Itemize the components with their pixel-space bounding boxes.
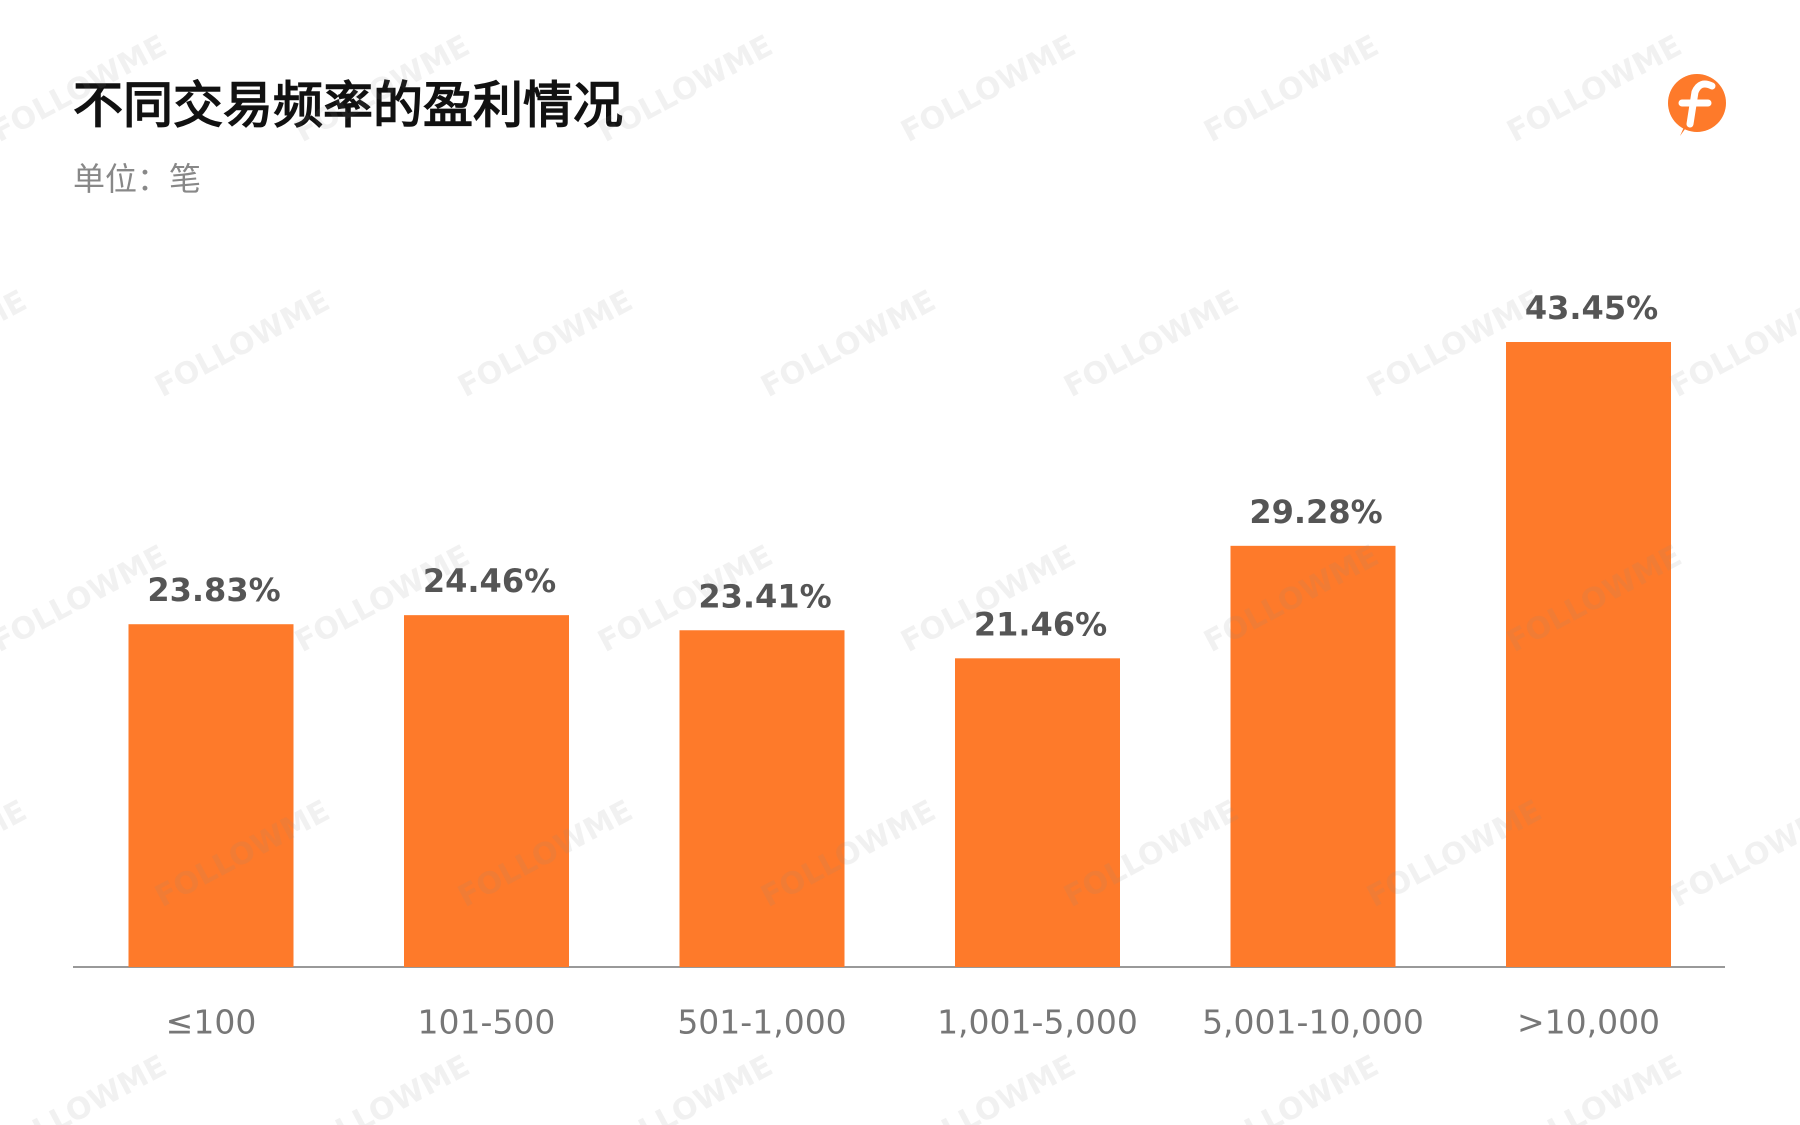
- watermark: FOLLOWME: [1199, 1049, 1385, 1125]
- bar: [955, 658, 1120, 967]
- watermark: FOLLOWME: [0, 794, 33, 915]
- watermark: FOLLOWME: [593, 1049, 779, 1125]
- watermark: FOLLOWME: [896, 29, 1082, 150]
- logo: [1668, 74, 1726, 136]
- value-label: 23.41%: [698, 577, 831, 615]
- value-label: 29.28%: [1249, 493, 1382, 531]
- watermark: FOLLOWME: [756, 284, 942, 405]
- watermark: FOLLOWME: [0, 1049, 173, 1125]
- watermark: FOLLOWME: [1199, 29, 1385, 150]
- x-tick-label: >10,000: [1517, 1003, 1660, 1042]
- chart-subtitle: 单位：笔: [73, 160, 201, 198]
- bar: [128, 624, 294, 967]
- watermark: FOLLOWME: [150, 284, 336, 405]
- watermark: FOLLOWME: [1665, 794, 1800, 915]
- x-tick-label: ≤100: [166, 1003, 257, 1042]
- chart-title: 不同交易频率的盈利情况: [73, 77, 623, 135]
- bar: [1230, 545, 1396, 967]
- watermark: FOLLOWME: [453, 284, 639, 405]
- watermark: FOLLOWME: [1059, 284, 1245, 405]
- watermark: FOLLOWME: [0, 284, 33, 405]
- watermark: FOLLOWME: [1665, 284, 1800, 405]
- watermark: FOLLOWME: [896, 1049, 1082, 1125]
- bar: [679, 630, 845, 967]
- bar: [1506, 342, 1671, 967]
- value-label: 21.46%: [974, 605, 1107, 643]
- bar: [404, 615, 569, 967]
- x-tick-label: 5,001-10,000: [1202, 1003, 1424, 1042]
- x-tick-label: 101-500: [418, 1003, 556, 1042]
- logo-f: [1678, 80, 1716, 128]
- value-label: 24.46%: [423, 562, 556, 600]
- watermark: FOLLOWME: [1502, 29, 1688, 150]
- value-label: 43.45%: [1525, 289, 1658, 327]
- x-tick-label: 1,001-5,000: [937, 1003, 1138, 1042]
- value-label: 23.83%: [147, 571, 280, 609]
- x-tick-label: 501-1,000: [677, 1003, 846, 1042]
- watermark: FOLLOWME: [290, 1049, 476, 1125]
- watermark: FOLLOWME: [1502, 1049, 1688, 1125]
